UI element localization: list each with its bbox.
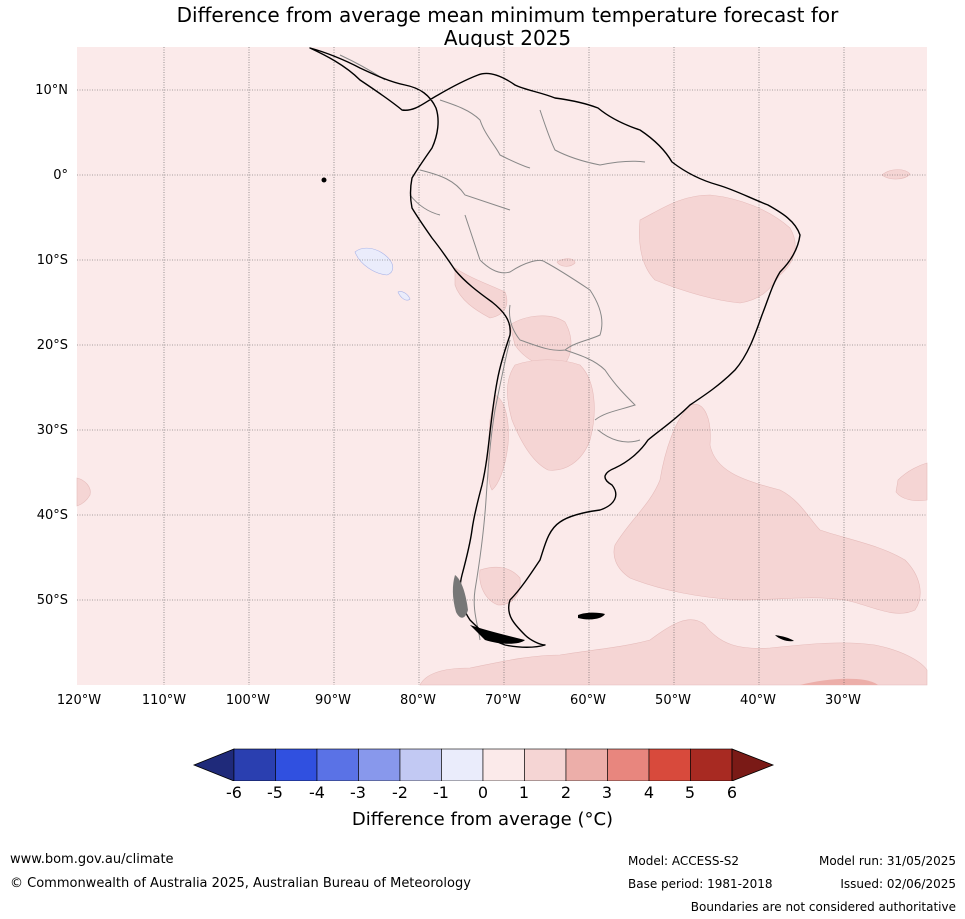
colorbar-extend-high [731,748,775,781]
islands [321,177,794,644]
chile-fjords [452,575,468,618]
colorbar-tick: -5 [267,783,283,802]
warm-patch-atlantic-south [613,403,921,614]
title-line-2: August 2025 [443,26,572,50]
lon-label-50w: 50°W [655,693,691,708]
graticule [77,47,927,685]
warm-patch-argentina-north [507,359,595,471]
border-colombia-venezuela [439,99,531,169]
colorbar-tick: -4 [309,783,325,802]
colorbar-tick: -6 [226,783,242,802]
colorbar-swatch [607,748,650,781]
falkland-islands [578,612,605,620]
border-paraguay [564,349,636,421]
south-georgia [775,635,794,642]
colorbar-swatch [233,748,276,781]
colorbar-swatch [441,748,484,781]
border-guianas [539,109,646,166]
warmer-patch-south [800,678,878,685]
border-ecuador-peru [409,194,441,216]
warm-patch-atlantic-east [895,462,928,502]
border-peru-brazil [464,214,546,274]
copyright-text: © Commonwealth of Australia 2025, Austra… [10,876,471,891]
colorbar-extend-low [192,748,235,781]
lon-label-120w: 120°W [56,693,102,708]
warm-patch-brazil-northeast [639,194,796,304]
colorbar-swatch [482,748,525,781]
south-america-coastline [309,47,801,648]
colorbar-swatch [565,748,608,781]
base-period-text: Base period: 1981-2018 [628,877,773,891]
lon-label-90w: 90°W [315,693,351,708]
warm-anomaly-patches [76,169,928,686]
lon-label-100w: 100°W [225,693,271,708]
national-borders [339,54,646,641]
lat-label-30s: 30°S [36,423,68,438]
colorbar-tick: -3 [350,783,366,802]
chart-title: Difference from average mean minimum tem… [0,4,965,50]
warm-patch-patagonia [479,566,521,606]
colorbar-label: Difference from average (°C) [351,809,614,830]
model-text: Model: ACCESS-S2 [628,854,740,868]
border-uruguay [597,429,641,443]
colorbar-tick: -2 [392,783,408,802]
lat-label-0: 0° [53,168,68,183]
cool-anomaly-patches [354,247,411,301]
colorbar-tick: 4 [643,783,655,802]
lon-label-30w: 30°W [825,693,861,708]
lon-label-80w: 80°W [400,693,436,708]
colorbar-swatch [316,748,359,781]
issued-text: Issued: 02/06/2025 [840,877,956,891]
warm-patch-amazon-small [556,258,576,267]
colorbar-swatch [399,748,442,781]
warm-patch-pacific-west [76,477,91,507]
lat-label-10s: 10°S [36,253,68,268]
title-line-1: Difference from average mean minimum tem… [176,3,839,27]
galapagos [321,177,327,183]
colorbar-swatch [690,748,733,781]
lat-label-20s: 20°S [36,338,68,353]
colorbar-tick: 2 [560,783,572,802]
colorbar-tick: -1 [433,783,449,802]
colorbar-swatch [275,748,318,781]
cool-patch-pacific-2 [397,291,411,301]
model-run-text: Model run: 31/05/2025 [818,854,956,868]
lon-label-110w: 110°W [141,693,187,708]
lon-label-60w: 60°W [570,693,606,708]
lon-label-40w: 40°W [740,693,776,708]
warm-patch-south-ocean [419,619,928,686]
lat-label-10n: 10°N [35,83,68,98]
border-colombia-south [419,169,511,211]
disclaimer-text: Boundaries are not considered authoritat… [690,900,956,914]
colorbar-tick: 5 [684,783,696,802]
chile-archipelago [452,575,468,618]
colorbar-tick: 1 [518,783,530,802]
lat-label-40s: 40°S [36,508,68,523]
warm-patch-equatorial-atlantic [881,169,911,180]
colorbar-tick: 6 [726,783,738,802]
border-chile-argentina [473,339,511,641]
colorbar-tick: 3 [601,783,613,802]
lon-label-70w: 70°W [485,693,521,708]
colorbar-swatch [524,748,567,781]
colorbar [192,748,775,781]
website-link[interactable]: www.bom.gov.au/climate [10,852,174,867]
tierra-del-fuego [470,625,525,644]
colorbar-swatch [648,748,691,781]
colorbar-swatch [358,748,401,781]
colorbar-tick: 0 [477,783,489,802]
border-bolivia [509,261,603,351]
cool-patch-pacific-1 [354,247,394,276]
lat-label-50s: 50°S [36,593,68,608]
